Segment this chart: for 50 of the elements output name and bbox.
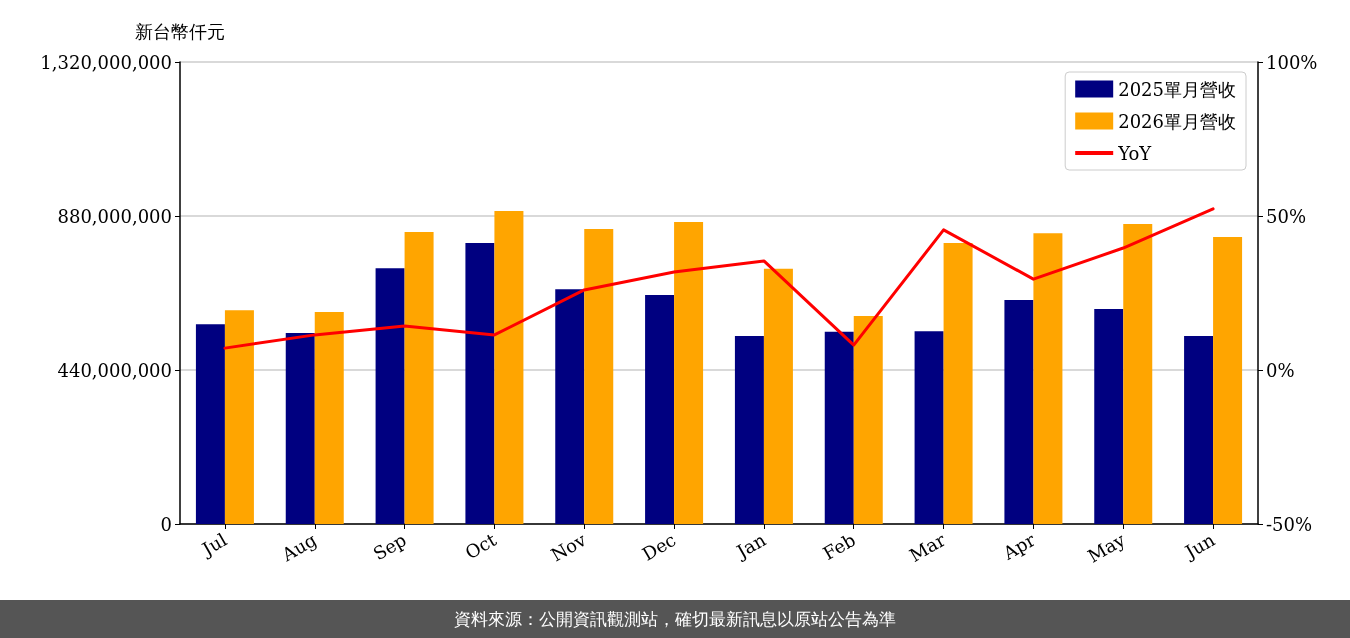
x-tick-label: May — [1083, 528, 1130, 567]
bar — [195, 324, 225, 524]
y-tick-label: 0 — [160, 513, 172, 535]
legend-label: YoY — [1117, 142, 1153, 164]
line-series — [223, 207, 1215, 350]
bar — [404, 232, 434, 524]
bar — [1033, 233, 1063, 524]
bar — [584, 228, 614, 524]
bar — [853, 316, 883, 524]
bar — [375, 268, 405, 524]
x-tick-label: Jun — [1179, 528, 1219, 564]
x-tick-label: Mar — [905, 528, 950, 566]
bar — [943, 242, 973, 524]
x-tick-label: Oct — [461, 528, 501, 564]
x-tick-label: Jul — [196, 528, 231, 561]
y2-tick-label: 50% — [1266, 205, 1307, 227]
y-tick-label: 440,000,000 — [57, 359, 172, 381]
bar — [824, 331, 854, 524]
bar — [1094, 309, 1124, 524]
y2-tick-label: 0% — [1266, 359, 1295, 381]
bar — [1213, 237, 1243, 524]
bar — [465, 242, 495, 524]
y2-tick-label: -50% — [1266, 513, 1313, 535]
bar — [674, 221, 704, 524]
bar — [645, 295, 675, 524]
y-tick-label: 1,320,000,000 — [40, 51, 172, 73]
x-tick-label: Aug — [277, 528, 320, 566]
y-tick-label: 880,000,000 — [57, 205, 172, 227]
bar — [555, 289, 585, 524]
x-tick-label: Feb — [819, 528, 859, 564]
y-axis-title: 新台幣仟元 — [135, 20, 225, 42]
bar — [734, 336, 764, 524]
x-tick-label: Sep — [369, 528, 410, 565]
x-tick-label: Apr — [998, 528, 1040, 565]
source-note: 資料來源：公開資訊觀測站，確切最新訊息以原站公告為準 — [0, 600, 1350, 638]
x-tick-label: Jan — [731, 528, 770, 563]
x-tick-label: Nov — [547, 528, 591, 566]
y2-tick-label: 100% — [1266, 51, 1318, 73]
bar — [763, 268, 793, 524]
x-tick-label: Dec — [638, 528, 680, 565]
bar — [914, 331, 944, 524]
legend-label: 2026單月營收 — [1118, 110, 1236, 132]
legend-label: 2025單月營收 — [1118, 78, 1236, 100]
bar — [1123, 224, 1153, 524]
bar — [1184, 336, 1214, 524]
bar — [494, 211, 524, 524]
bar — [314, 311, 344, 524]
bar — [1004, 300, 1034, 524]
bar — [224, 310, 254, 524]
bar — [285, 332, 315, 524]
